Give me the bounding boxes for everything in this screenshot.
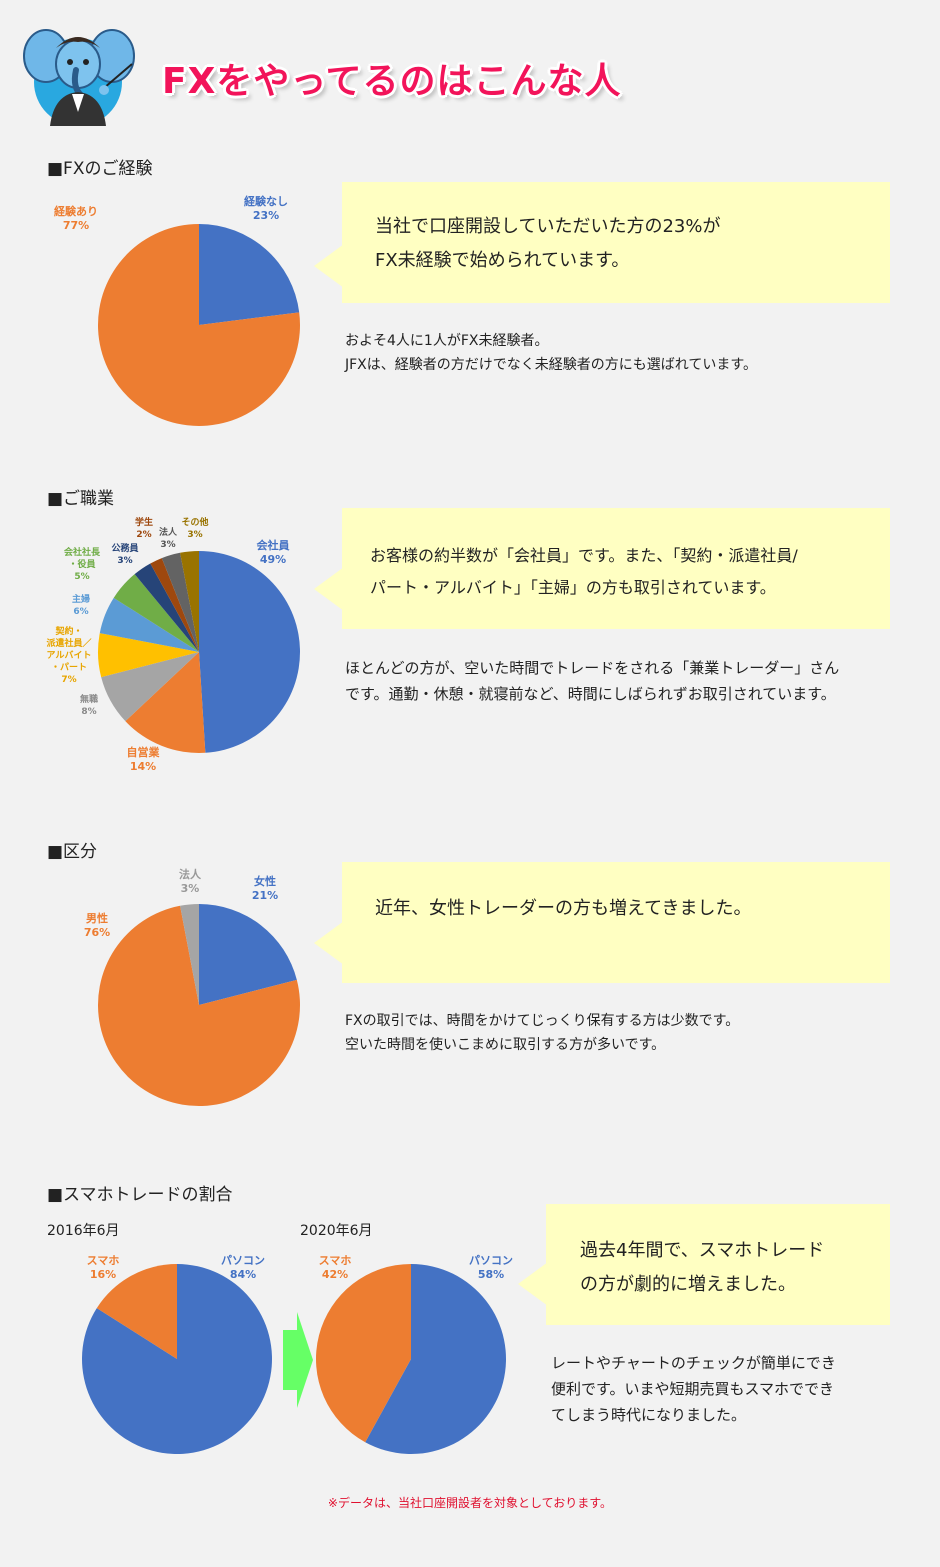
slice-label-male: 男性 76% bbox=[83, 912, 111, 939]
slice-label-phone-2016: スマホ 16% bbox=[86, 1254, 120, 1281]
pie-slice-1-3 bbox=[97, 633, 199, 678]
slice-label-pc-2016: パソコン 84% bbox=[221, 1254, 265, 1281]
year-label-2020: 2020年6月 bbox=[300, 1223, 373, 1239]
callout-text-experience: 当社で口座開設していただいた方の23%が FX未経験で始められています。 bbox=[375, 216, 721, 271]
slice-label-female: 女性 21% bbox=[251, 875, 279, 902]
pie-slice-1-7 bbox=[150, 558, 199, 652]
pie-slice-1-2 bbox=[101, 652, 199, 722]
callout-text-smartphone: 過去4年間で、スマホトレード の方が劇的に増えました。 bbox=[580, 1240, 825, 1295]
pie-slice-1-1 bbox=[125, 652, 206, 753]
slice-label-corporate: 法人 3% bbox=[179, 868, 201, 895]
pie-slice-0-0 bbox=[199, 224, 300, 325]
year-label-2016: 2016年6月 bbox=[47, 1223, 120, 1239]
pie-slice-1-0 bbox=[199, 551, 301, 753]
slice-label-civil-servant: 公務員 3% bbox=[111, 544, 139, 566]
slice-label-other: その他 3% bbox=[181, 518, 209, 540]
slice-label-contract: 契約・ 派遣社員／ アルバイト ・パート 7% bbox=[46, 627, 92, 685]
slice-label-pc-2020: パソコン 58% bbox=[469, 1254, 513, 1281]
pie-slice-1-6 bbox=[134, 563, 199, 652]
section-heading-experience: ■FXのご経験 bbox=[47, 159, 153, 179]
slice-label-phone-2020: スマホ 42% bbox=[318, 1254, 352, 1281]
pie-slice-1-9 bbox=[180, 551, 199, 652]
callout-text-category: 近年、女性トレーダーの方も増えてきました。 bbox=[375, 898, 752, 919]
slice-label-executive: 会社社長 ・役員 5% bbox=[63, 548, 100, 582]
section-heading-category: ■区分 bbox=[47, 842, 98, 862]
callout-text-occupation: お客様の約半数が「会社員」です。また、「契約・派遣社員/ パート・アルバイト」「… bbox=[370, 546, 798, 597]
slice-label-employee: 会社員 49% bbox=[256, 539, 290, 566]
pie-slice-1-4 bbox=[99, 597, 199, 652]
slice-label-no-experience: 経験なし 23% bbox=[244, 195, 288, 222]
pie-slice-2-1 bbox=[98, 905, 301, 1107]
pie-slice-1-8 bbox=[161, 552, 199, 652]
body-text-smartphone: レートやチャートのチェックが簡単にでき 便利です。いまや短期売買もスマホででき … bbox=[551, 1354, 836, 1424]
page-title: FXをやってるのはこんな人 bbox=[162, 61, 622, 102]
pie-slice-0-1 bbox=[97, 224, 300, 426]
footnote: ※データは、当社口座開設者を対象としております。 bbox=[327, 1496, 613, 1510]
arrow-right-icon bbox=[283, 1312, 313, 1408]
slice-label-self-employed: 自営業 14% bbox=[126, 746, 160, 773]
callout-experience bbox=[342, 182, 890, 303]
callout-tail bbox=[314, 921, 344, 965]
body-text-occupation: ほとんどの方が、空いた時間でトレードをされる「兼業トレーダー」さん です。通勤・… bbox=[345, 659, 840, 703]
pie-slice-4-1 bbox=[315, 1264, 411, 1443]
callout-tail bbox=[314, 567, 344, 611]
elephant-mascot-icon bbox=[23, 29, 135, 126]
slice-label-student: 学生 2% bbox=[134, 518, 153, 540]
pie-slice-3-1 bbox=[96, 1264, 177, 1359]
slice-label-housewife: 主婦 6% bbox=[71, 595, 90, 617]
callout-category bbox=[342, 862, 890, 983]
pie-slice-4-0 bbox=[365, 1264, 506, 1454]
section-heading-occupation: ■ご職業 bbox=[47, 489, 115, 509]
callout-tail bbox=[314, 244, 344, 288]
slice-label-experienced: 経験あり 77% bbox=[54, 205, 98, 232]
callout-occupation bbox=[342, 508, 890, 629]
body-text-category: FXの取引では、時間をかけてじっくり保有する方は少数です。 空いた時間を使いこま… bbox=[345, 1013, 740, 1053]
callout-smartphone bbox=[546, 1204, 890, 1325]
section-heading-smartphone: ■スマホトレードの割合 bbox=[47, 1185, 233, 1205]
body-text-experience: およそ4人に1人がFX未経験者。 JFXは、経験者の方だけでなく未経験者の方にも… bbox=[345, 333, 757, 373]
slice-label-unemployed: 無職 8% bbox=[79, 695, 98, 717]
pie-slice-2-2 bbox=[180, 904, 199, 1005]
pie-slice-2-0 bbox=[199, 904, 297, 1005]
pie-slice-1-5 bbox=[113, 574, 199, 652]
slice-label-corporation: 法人 3% bbox=[158, 528, 177, 550]
callout-tail bbox=[518, 1262, 548, 1306]
